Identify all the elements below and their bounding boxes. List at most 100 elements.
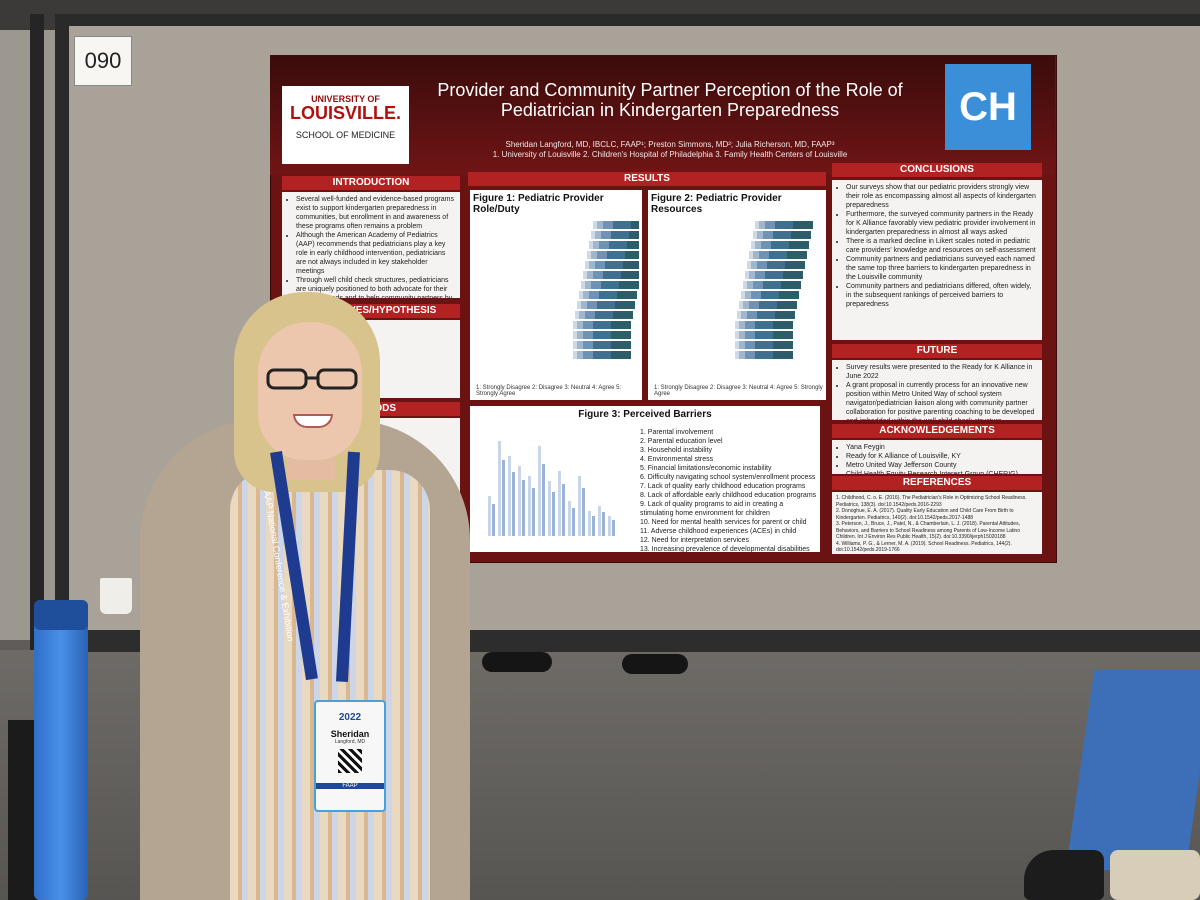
likert-bar-segment bbox=[741, 291, 745, 299]
likert-bar-segment bbox=[745, 271, 749, 279]
likert-bar-segment bbox=[775, 311, 795, 319]
likert-bar-segment bbox=[741, 311, 747, 319]
likert-bar-segment bbox=[593, 331, 611, 339]
likert-bar-segment bbox=[585, 281, 591, 289]
likert-bar-segment bbox=[735, 351, 739, 359]
likert-bar-segment bbox=[573, 351, 577, 359]
likert-bar-segment bbox=[735, 321, 739, 329]
poster-list-item: 1. Parental involvement bbox=[640, 429, 714, 436]
likert-bar-segment bbox=[583, 341, 593, 349]
paper-cup bbox=[100, 578, 132, 614]
barrier-bar bbox=[518, 466, 521, 536]
likert-bar-segment bbox=[773, 321, 793, 329]
likert-bar-segment bbox=[597, 251, 607, 259]
poster-list-item: 7. Lack of quality early childhood educa… bbox=[640, 483, 806, 490]
section-references: REFERENCES bbox=[832, 476, 1042, 490]
poster-list-item: Furthermore, the surveyed community part… bbox=[846, 210, 1038, 237]
likert-bar-segment bbox=[591, 231, 595, 239]
likert-bar-segment bbox=[595, 311, 613, 319]
poster-list-item: Community partners and pediatricians sur… bbox=[846, 255, 1038, 282]
barrier-bar bbox=[532, 488, 535, 536]
likert-bar-segment bbox=[775, 221, 793, 229]
likert-bar-segment bbox=[755, 271, 765, 279]
poster-tube-cap bbox=[34, 600, 88, 630]
likert-bar-segment bbox=[763, 281, 781, 289]
likert-bar-segment bbox=[625, 251, 642, 259]
poster-list-item: 9. Lack of quality programs to aid in cr… bbox=[640, 501, 784, 517]
section-conclusions: CONCLUSIONS bbox=[832, 163, 1042, 177]
poster-list-item: 13. Increasing prevalence of development… bbox=[640, 546, 810, 552]
likert-bar-segment bbox=[739, 331, 745, 339]
likert-bar-segment bbox=[593, 341, 611, 349]
likert-bar-segment bbox=[745, 351, 755, 359]
barrier-bar bbox=[488, 496, 491, 536]
likert-bar-segment bbox=[611, 231, 629, 239]
poster-list-item: Through well child check structures, ped… bbox=[296, 276, 456, 298]
shoe bbox=[622, 654, 688, 674]
barrier-bar bbox=[538, 446, 541, 536]
likert-bar-segment bbox=[623, 261, 642, 269]
likert-bar-segment bbox=[607, 251, 625, 259]
likert-bar-segment bbox=[577, 331, 583, 339]
barrier-bar bbox=[598, 506, 601, 536]
likert-bar-segment bbox=[761, 241, 771, 249]
likert-bar-segment bbox=[755, 341, 773, 349]
likert-bar-segment bbox=[589, 241, 593, 249]
likert-bar-segment bbox=[587, 301, 597, 309]
likert-bar-segment bbox=[593, 221, 597, 229]
likert-bar-segment bbox=[763, 231, 773, 239]
likert-bar-segment bbox=[791, 231, 811, 239]
likert-bar-segment bbox=[613, 311, 633, 319]
likert-bar-segment bbox=[787, 251, 807, 259]
likert-bar-segment bbox=[735, 331, 739, 339]
poster-list-item: 2. Donoghue, E. A. (2017). Quality Early… bbox=[836, 508, 1014, 521]
figure-2: Figure 2: Pediatric Provider Resources 1… bbox=[648, 190, 826, 400]
likert-bar-segment bbox=[767, 261, 785, 269]
likert-bar-segment bbox=[591, 251, 597, 259]
poster-list-item: Yana Feygin bbox=[846, 443, 1038, 452]
likert-bar-segment bbox=[619, 281, 639, 289]
likert-bar-segment bbox=[615, 301, 635, 309]
uofl-logo: UNIVERSITY OF LOUISVILLE. SCHOOL OF MEDI… bbox=[282, 86, 409, 164]
likert-bar-segment bbox=[583, 331, 593, 339]
likert-bar-segment bbox=[629, 231, 642, 239]
likert-bar-segment bbox=[603, 271, 621, 279]
likert-bar-segment bbox=[739, 351, 745, 359]
poster-list-item: 3. Peterson, J., Bruce, J., Patel, N., &… bbox=[836, 521, 1020, 540]
future-body: Survey results were presented to the Rea… bbox=[832, 360, 1042, 420]
board-frame-left bbox=[55, 14, 69, 654]
likert-bar-segment bbox=[739, 341, 745, 349]
poster-list-item: 2. Parental education level bbox=[640, 438, 723, 445]
section-results: RESULTS bbox=[468, 172, 826, 186]
likert-bar-segment bbox=[747, 261, 751, 269]
likert-bar-segment bbox=[573, 341, 577, 349]
likert-bar-segment bbox=[755, 331, 773, 339]
poster-list-item: Our surveys show that our pediatric prov… bbox=[846, 183, 1038, 210]
likert-bar-segment bbox=[601, 231, 611, 239]
poster-list-item: 12. Need for interpretation services bbox=[640, 537, 749, 544]
likert-bar-segment bbox=[749, 251, 753, 259]
poster-list-item: 5. Financial limitations/economic instab… bbox=[640, 465, 772, 472]
likert-bar-segment bbox=[747, 311, 757, 319]
likert-bar-segment bbox=[771, 241, 789, 249]
poster-list-item: 3. Household instability bbox=[640, 447, 712, 454]
poster-list-item: A grant proposal in currently process fo… bbox=[846, 381, 1038, 420]
shoe bbox=[482, 652, 552, 672]
likert-bar-segment bbox=[597, 221, 603, 229]
likert-bar-segment bbox=[755, 351, 773, 359]
likert-bar-segment bbox=[755, 221, 759, 229]
likert-bar-segment bbox=[611, 351, 631, 359]
barrier-bar bbox=[558, 471, 561, 536]
likert-bar-segment bbox=[785, 261, 805, 269]
likert-bar-segment bbox=[761, 291, 779, 299]
likert-bar-segment bbox=[591, 281, 601, 289]
likert-bar-segment bbox=[743, 301, 749, 309]
likert-bar-segment bbox=[749, 301, 759, 309]
likert-bar-segment bbox=[609, 241, 627, 249]
poster-authors: Sheridan Langford, MD, IBCLC, FAAP¹; Pre… bbox=[492, 140, 848, 159]
likert-bar-segment bbox=[751, 241, 755, 249]
likert-bar-segment bbox=[757, 311, 775, 319]
likert-bar-segment bbox=[627, 241, 642, 249]
likert-bar-segment bbox=[613, 221, 631, 229]
conclusions-body: Our surveys show that our pediatric prov… bbox=[832, 180, 1042, 340]
